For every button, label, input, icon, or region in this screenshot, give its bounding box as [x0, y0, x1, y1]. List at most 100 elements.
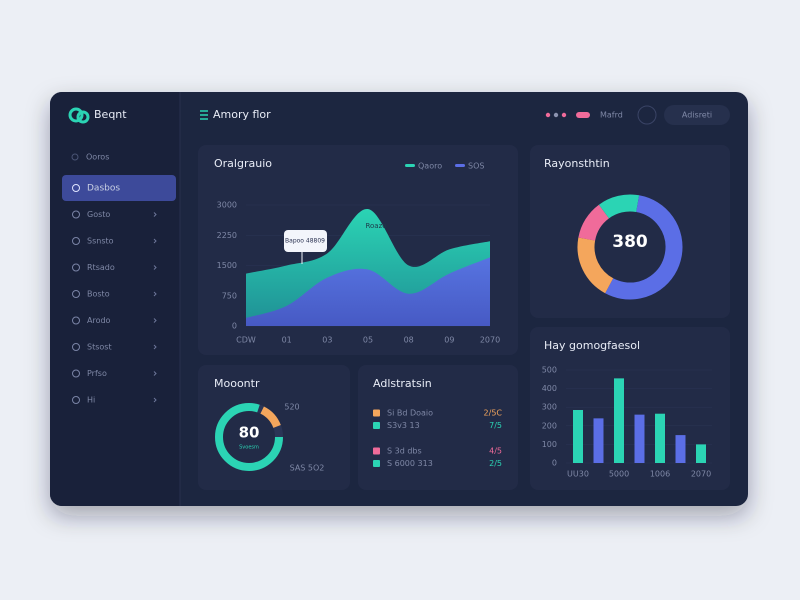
bar — [675, 435, 686, 463]
gauge-value: 80 — [239, 424, 260, 442]
peak-label: Roazo — [365, 222, 386, 230]
nav-item[interactable]: Stsost — [87, 343, 112, 352]
chevron — [153, 371, 157, 376]
card-title: Hay gomogfaesol — [544, 339, 640, 352]
legend-label: Qaoro — [418, 162, 442, 171]
row-label: S 3d dbs — [387, 447, 422, 456]
legend-label: SOS — [468, 162, 484, 171]
bar — [634, 414, 645, 463]
swatch — [373, 447, 380, 455]
row-value: 2/5 — [489, 459, 502, 468]
icon — [72, 184, 80, 192]
annotation: 520 — [284, 403, 299, 412]
y-tick-label: 0 — [552, 459, 557, 468]
account-button[interactable] — [664, 105, 730, 125]
x-tick-label: 03 — [322, 336, 332, 345]
row-value: 4/5 — [489, 447, 502, 456]
card-title: Adlstratsin — [373, 377, 432, 390]
y-tick-label: 400 — [542, 384, 557, 393]
area — [246, 257, 490, 326]
x-tick-label: 01 — [282, 336, 292, 345]
card-title: Oralgrauio — [214, 157, 272, 170]
nav-item[interactable]: Hi — [87, 396, 95, 405]
row-label: S3v3 13 — [387, 421, 420, 430]
menu-icon[interactable] — [200, 110, 208, 120]
y-tick-label: 3000 — [217, 201, 237, 210]
badge — [576, 112, 590, 118]
gauge-subtitle: Svoesm — [239, 445, 259, 451]
x-tick-label: 5000 — [609, 470, 629, 479]
sidebar-section: Ooros — [86, 153, 109, 162]
dot — [561, 112, 567, 118]
row-value: 2/5C — [484, 409, 503, 418]
chevron — [153, 238, 157, 244]
swatch — [373, 460, 380, 467]
chevron — [153, 318, 157, 323]
icon — [72, 210, 80, 219]
icon — [72, 263, 80, 272]
nav-item[interactable]: Bosto — [87, 290, 110, 299]
icon — [72, 396, 80, 404]
y-tick-label: 200 — [542, 421, 557, 430]
icon — [72, 237, 80, 245]
y-tick-label: 1500 — [217, 261, 237, 270]
tooltip-text: Bapoo 48809 — [285, 238, 325, 245]
avatar[interactable] — [637, 105, 657, 125]
swatch — [373, 422, 380, 429]
bar — [573, 409, 583, 463]
page-title: Amory flor — [213, 108, 271, 121]
x-tick-label: UU30 — [567, 470, 589, 479]
donut-center: 380 — [612, 232, 648, 252]
icon — [72, 369, 80, 378]
card — [358, 365, 518, 490]
icon — [72, 343, 80, 351]
bar — [593, 418, 604, 463]
card-title: Mooontr — [214, 377, 260, 390]
nav-item[interactable]: Arodo — [87, 316, 111, 325]
bar — [655, 413, 665, 463]
status: Mafrd — [600, 111, 623, 120]
chevron — [153, 397, 157, 403]
card — [530, 145, 730, 318]
y-tick-label: 300 — [542, 403, 557, 412]
tooltip — [284, 230, 327, 252]
legend-swatch — [455, 164, 465, 167]
y-tick-label: 0 — [232, 322, 237, 331]
nav-item[interactable]: Rtsado — [87, 263, 115, 272]
brand: Beqnt — [94, 108, 127, 121]
chevron — [153, 265, 157, 270]
donut-segment — [577, 194, 683, 300]
nav-item[interactable]: Dasbos — [87, 184, 120, 194]
nav-item[interactable]: Gosto — [87, 210, 110, 219]
row-label: S 6000 313 — [387, 459, 433, 468]
dot — [545, 112, 551, 118]
legend-swatch — [405, 164, 415, 167]
swatch — [373, 409, 380, 417]
logo — [68, 107, 84, 123]
y-tick-label: 750 — [222, 291, 237, 300]
y-tick-label: 100 — [542, 440, 557, 449]
active-item[interactable] — [62, 175, 176, 201]
icon — [72, 290, 80, 298]
x-tick-label: 2070 — [691, 470, 711, 479]
nav-item[interactable]: Prfso — [87, 369, 107, 378]
y-tick-label: 2250 — [217, 231, 237, 240]
x-tick-label: 2070 — [480, 336, 500, 345]
icon — [71, 153, 79, 161]
chevron — [153, 344, 157, 350]
card-title: Rayonsthtin — [544, 157, 610, 170]
icon — [72, 316, 80, 325]
x-tick-label: 09 — [444, 336, 454, 345]
chevron — [153, 291, 157, 297]
account: Adisreti — [682, 111, 712, 120]
chevron — [153, 212, 157, 217]
x-tick-label: 05 — [363, 336, 373, 345]
logo — [76, 110, 90, 124]
x-tick-label: 1006 — [650, 470, 670, 479]
row-value: 7/5 — [489, 421, 502, 430]
annotation: SAS 5O2 — [290, 464, 325, 473]
x-tick-label: 08 — [404, 336, 414, 345]
gauge-segment — [215, 403, 283, 471]
nav-item[interactable]: Ssnsto — [87, 237, 114, 246]
x-tick-label: CDW — [236, 336, 256, 345]
